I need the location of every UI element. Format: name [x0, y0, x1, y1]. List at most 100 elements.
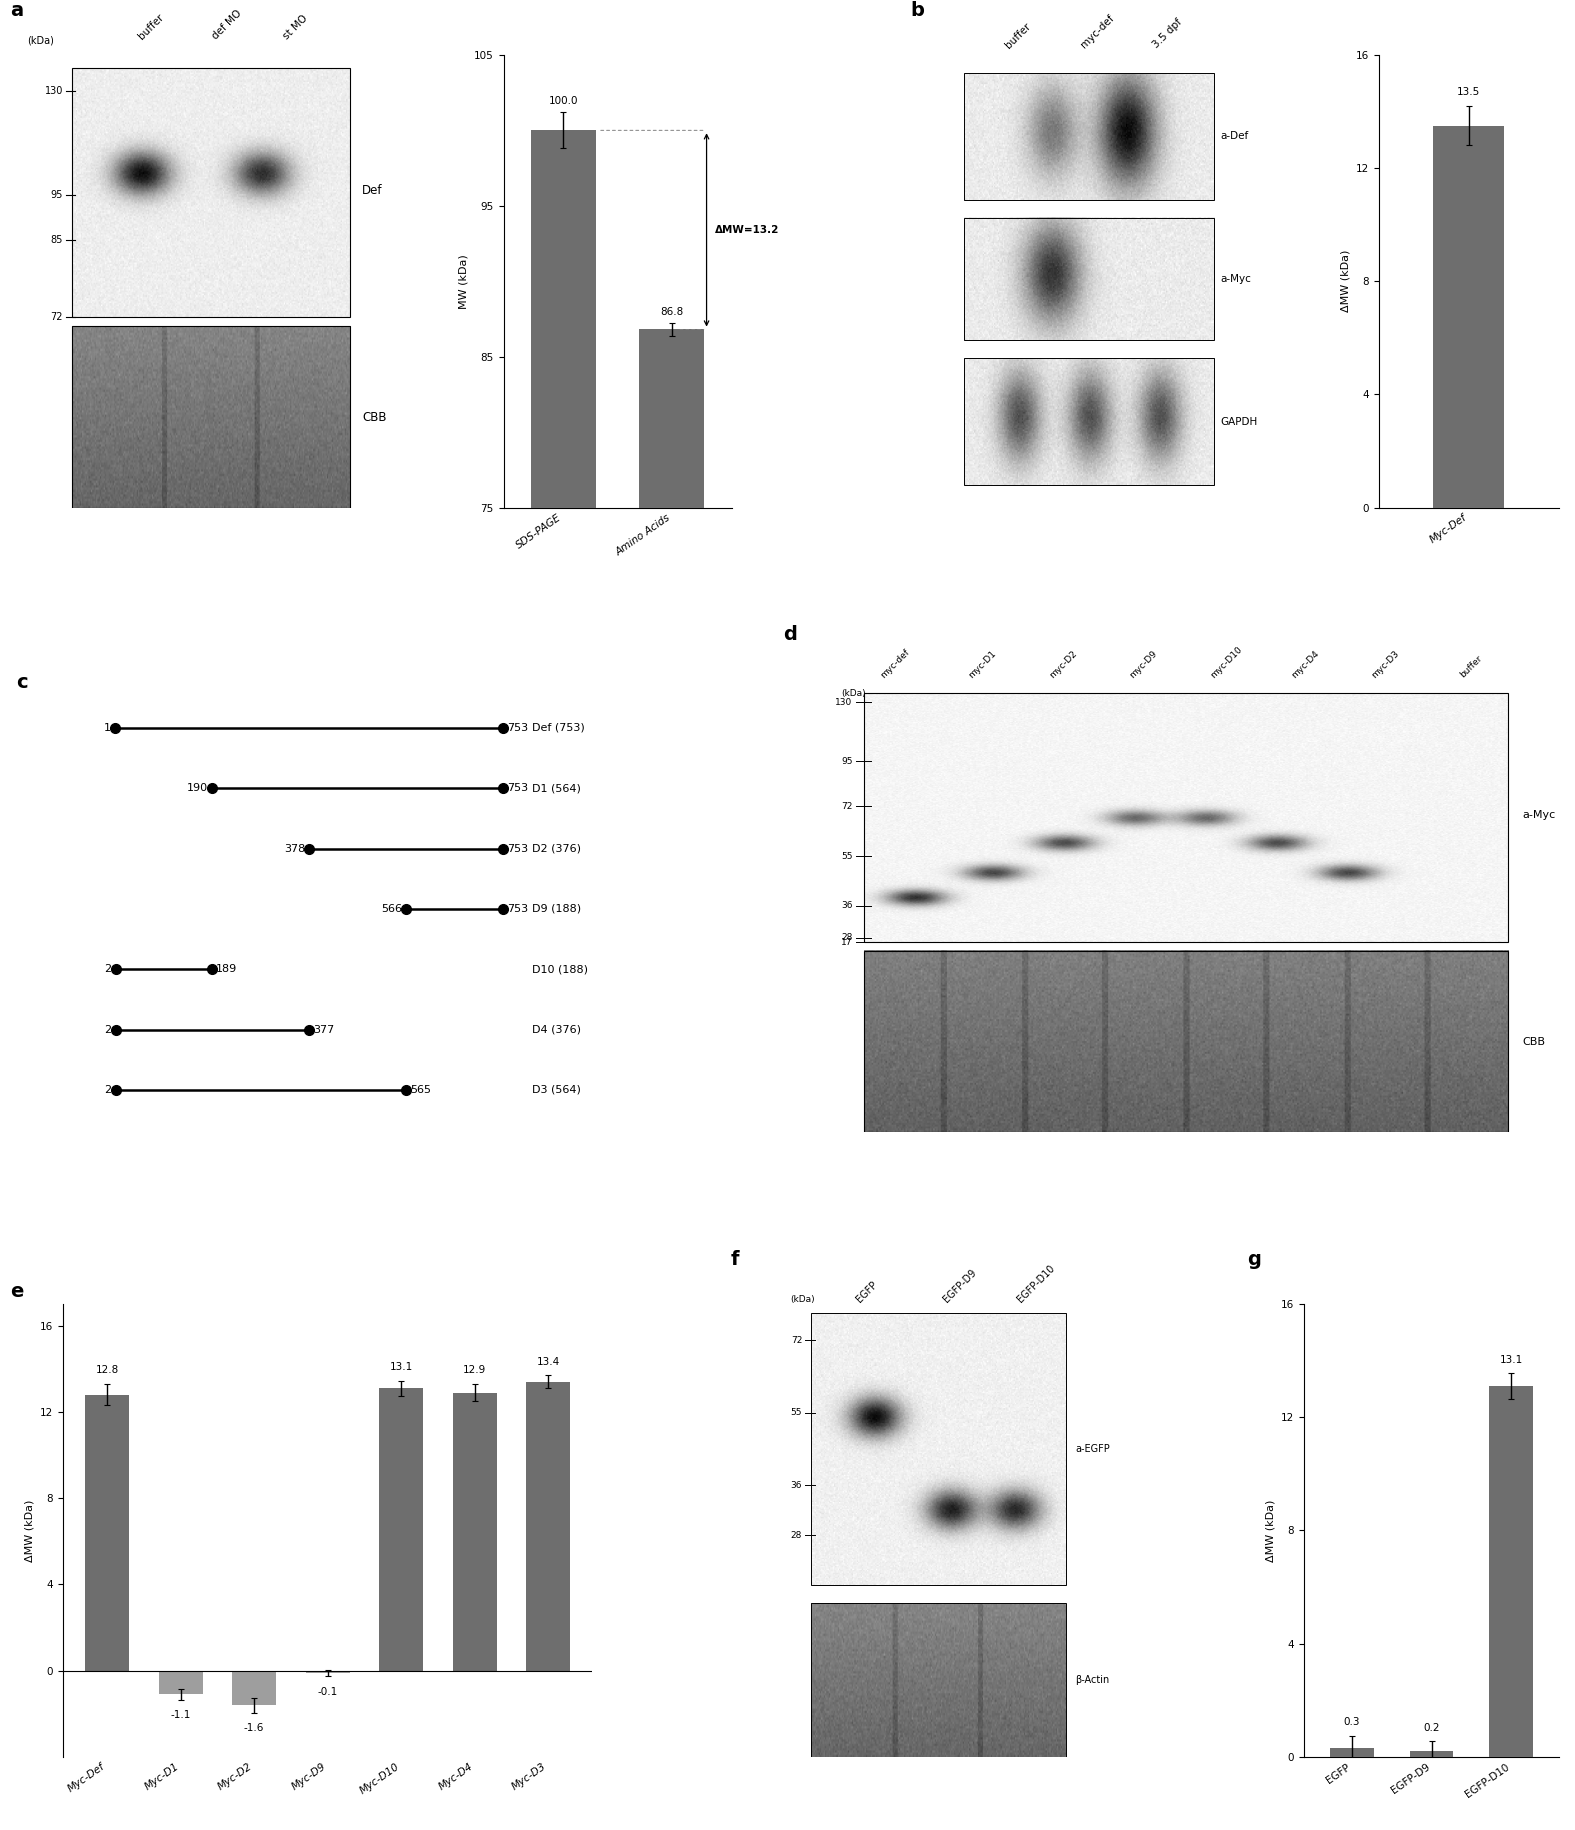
Text: -1.6: -1.6 [244, 1724, 265, 1733]
Text: 13.1: 13.1 [1499, 1354, 1523, 1365]
Text: 55: 55 [841, 851, 852, 860]
Text: (kDa): (kDa) [841, 688, 866, 697]
Bar [1410, 1751, 1454, 1757]
Text: 72: 72 [50, 313, 63, 322]
Text: a-Myc: a-Myc [1523, 811, 1556, 820]
Text: 72: 72 [841, 802, 852, 811]
Text: a-Def: a-Def [1221, 132, 1249, 141]
Text: D4 (376): D4 (376) [532, 1025, 581, 1034]
Text: 12.8: 12.8 [96, 1365, 118, 1376]
Text: 36: 36 [841, 902, 852, 910]
Text: CBB: CBB [362, 410, 387, 423]
Text: 2: 2 [104, 1025, 112, 1034]
Text: myc-D4: myc-D4 [1290, 648, 1320, 679]
Text: myc-D9: myc-D9 [1128, 648, 1159, 679]
Text: myc-D10: myc-D10 [1208, 644, 1244, 679]
Text: EGFP: EGFP [854, 1279, 879, 1305]
Text: 130: 130 [835, 697, 852, 706]
Text: 12.9: 12.9 [463, 1365, 487, 1376]
Text: 86.8: 86.8 [660, 307, 684, 317]
Bar [526, 1382, 570, 1671]
Y-axis label: ΔMW (kDa): ΔMW (kDa) [1340, 251, 1350, 313]
Text: g: g [1247, 1250, 1262, 1268]
Bar [1490, 1385, 1534, 1757]
Text: 190: 190 [187, 783, 208, 792]
Text: -1.1: -1.1 [170, 1711, 191, 1720]
Text: 2: 2 [104, 1085, 112, 1094]
Text: 13.4: 13.4 [537, 1356, 559, 1367]
Bar [452, 1393, 496, 1671]
Text: (kDa): (kDa) [27, 37, 54, 46]
Text: 36: 36 [791, 1480, 802, 1490]
Bar [964, 73, 1214, 199]
Text: 0.3: 0.3 [1343, 1717, 1359, 1728]
Text: 377: 377 [313, 1025, 334, 1034]
Text: b: b [910, 0, 925, 20]
Text: 753: 753 [507, 783, 528, 792]
Text: 3.5 dpf: 3.5 dpf [1151, 16, 1184, 51]
Text: D2 (376): D2 (376) [532, 844, 581, 853]
Text: myc-def: myc-def [1079, 13, 1117, 51]
Text: 13.1: 13.1 [389, 1362, 413, 1372]
Text: e: e [9, 1281, 24, 1301]
Text: 95: 95 [841, 756, 852, 765]
Text: myc-def: myc-def [879, 648, 912, 679]
Bar [380, 1389, 424, 1671]
Text: β-Actin: β-Actin [1076, 1674, 1109, 1685]
Text: Def (753): Def (753) [532, 723, 584, 732]
Bar [964, 218, 1214, 340]
Text: myc-D2: myc-D2 [1047, 648, 1079, 679]
Text: D3 (564): D3 (564) [532, 1085, 581, 1094]
Bar [72, 326, 351, 507]
Bar [85, 1394, 129, 1671]
Bar [964, 359, 1214, 485]
Text: CBB: CBB [1523, 1036, 1545, 1047]
Text: 28: 28 [791, 1530, 802, 1539]
Text: st MO: st MO [282, 13, 309, 42]
Text: 753: 753 [507, 844, 528, 853]
Bar [531, 130, 595, 1640]
Text: 13.5: 13.5 [1457, 88, 1480, 97]
Text: 566: 566 [381, 904, 402, 913]
Text: 0.2: 0.2 [1424, 1722, 1440, 1733]
Text: a: a [9, 0, 22, 20]
Text: 55: 55 [791, 1409, 802, 1416]
Bar [1433, 126, 1504, 507]
Text: 28: 28 [841, 933, 852, 942]
Text: a-Myc: a-Myc [1221, 274, 1252, 284]
Bar [863, 694, 1507, 942]
Text: buffer: buffer [1003, 20, 1033, 51]
Text: def MO: def MO [209, 7, 244, 42]
Text: 85: 85 [50, 236, 63, 245]
Text: buffer: buffer [135, 13, 165, 42]
Bar [72, 68, 351, 317]
Text: EGFP-D9: EGFP-D9 [940, 1266, 978, 1305]
Text: a-EGFP: a-EGFP [1076, 1444, 1110, 1455]
Text: Def: Def [362, 185, 383, 198]
Bar [863, 952, 1507, 1133]
Y-axis label: MW (kDa): MW (kDa) [458, 254, 468, 309]
Text: 130: 130 [44, 86, 63, 97]
Text: 565: 565 [410, 1085, 432, 1094]
Bar [1329, 1748, 1373, 1757]
Text: d: d [783, 626, 797, 644]
Bar [232, 1671, 276, 1706]
Text: 17: 17 [841, 937, 852, 946]
Bar [639, 329, 704, 1640]
Text: GAPDH: GAPDH [1221, 417, 1258, 426]
Text: EGFP-D10: EGFP-D10 [1016, 1263, 1057, 1305]
Bar [306, 1671, 350, 1673]
Text: ΔMW=13.2: ΔMW=13.2 [715, 225, 780, 234]
Text: D1 (564): D1 (564) [532, 783, 581, 792]
Y-axis label: ΔMW (kDa): ΔMW (kDa) [25, 1499, 35, 1561]
Text: (kDa): (kDa) [791, 1296, 814, 1305]
Text: D10 (188): D10 (188) [532, 964, 587, 974]
Text: D9 (188): D9 (188) [532, 904, 581, 913]
Text: c: c [17, 673, 28, 692]
Text: myc-D3: myc-D3 [1370, 648, 1400, 679]
Bar [159, 1671, 203, 1695]
Y-axis label: ΔMW (kDa): ΔMW (kDa) [1265, 1499, 1276, 1561]
Text: 378: 378 [284, 844, 306, 853]
Text: 753: 753 [507, 904, 528, 913]
Text: 189: 189 [216, 964, 238, 974]
